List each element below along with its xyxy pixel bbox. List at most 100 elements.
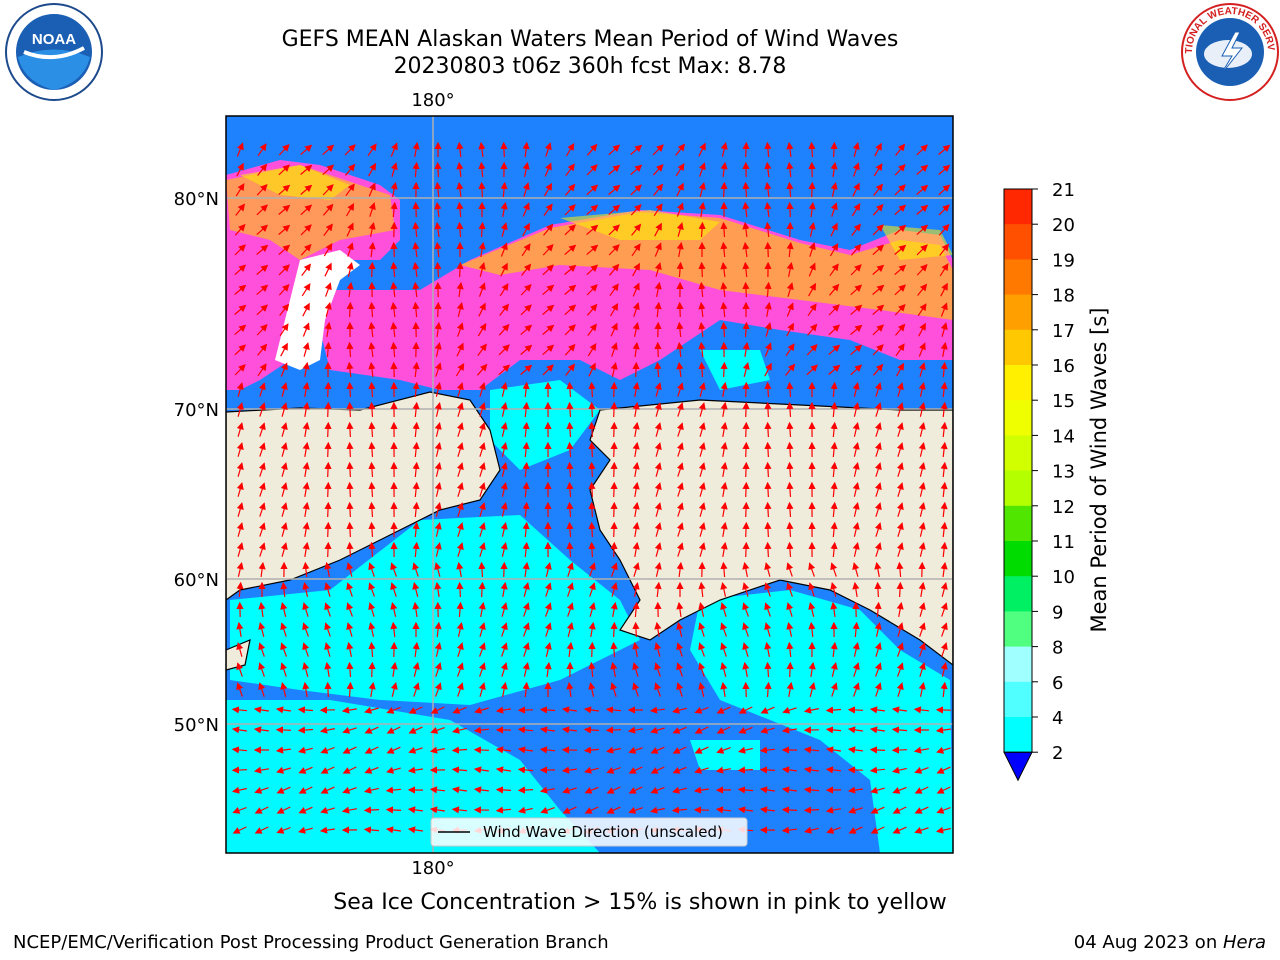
wave-direction-arrow [676,382,684,397]
colorbar-segment [1004,470,1032,507]
open-area [275,250,360,370]
wave-direction-arrow [786,441,794,458]
wave-direction-arrow [760,726,775,734]
wave-direction-arrow [499,283,509,297]
wave-direction-arrow [676,301,684,318]
wave-direction-arrow [764,362,772,377]
wave-direction-arrow [936,746,951,754]
wave-direction-arrow [872,324,884,336]
wave-direction-arrow [830,182,838,197]
wave-direction-arrow [874,422,882,437]
wave-direction-arrow [672,706,687,714]
wave-direction-arrow [588,641,596,658]
wave-direction-arrow [500,222,508,237]
wave-direction-arrow [830,222,838,237]
wave-direction-arrow [869,746,886,754]
wave-direction-arrow [297,706,314,714]
wave-direction-arrow [786,501,794,518]
wave-direction-arrow [698,502,706,517]
wave-direction-arrow [781,786,797,794]
colorbar-tick-label: 20 [1052,215,1075,236]
wave-direction-arrow [346,281,354,297]
wave-direction-arrow [610,421,618,438]
wave-direction-arrow [914,786,929,794]
wave-direction-arrow [522,182,530,197]
wave-direction-arrow [279,303,290,316]
wave-direction-arrow [940,662,948,677]
wave-direction-arrow [500,262,508,277]
wave-direction-arrow [606,806,621,814]
wave-direction-arrow [542,284,555,296]
wave-direction-arrow [698,422,706,437]
wave-direction-arrow [938,164,951,175]
wave-direction-arrow [654,581,662,598]
wave-direction-arrow [759,786,775,794]
wave-direction-arrow [872,224,884,236]
wave-direction-arrow [542,264,554,276]
sea-ice-caption: Sea Ice Concentration > 15% is shown in … [333,890,947,915]
wave-direction-arrow [319,726,336,734]
wave-direction-arrow [279,323,289,337]
wave-direction-arrow [434,342,442,357]
wave-direction-arrow [742,521,750,538]
wave-direction-arrow [456,181,464,197]
wave-direction-arrow [654,361,662,378]
wave-direction-arrow [698,142,706,157]
wave-direction-arrow [234,364,246,376]
wave-direction-arrow [300,184,313,195]
wave-direction-arrow [500,382,508,397]
wave-direction-arrow [412,241,420,257]
wave-direction-arrow [632,541,640,558]
wave-direction-arrow [566,582,574,597]
wave-direction-arrow [368,641,376,658]
wave-direction-arrow [368,441,376,458]
wave-direction-arrow [302,401,310,418]
wave-direction-arrow [234,264,247,276]
wave-direction-arrow [368,501,376,518]
wave-direction-arrow [698,182,706,197]
wave-direction-arrow [829,242,839,257]
wave-direction-arrow [302,322,310,337]
wave-direction-arrow [235,203,246,216]
wave-direction-arrow [302,642,310,657]
wave-direction-arrow [870,786,885,794]
wave-direction-arrow [850,364,863,376]
wave-direction-arrow [872,304,885,316]
wave-direction-arrow [495,706,511,714]
wave-direction-arrow [324,481,332,498]
wave-direction-arrow [694,766,709,774]
map-title: GEFS MEAN Alaskan Waters Mean Period of … [281,27,899,52]
wave-direction-arrow [764,602,772,617]
wave-direction-arrow [434,261,442,278]
wave-direction-arrow [236,621,244,637]
wave-direction-arrow [258,402,266,417]
wave-direction-arrow [720,441,728,458]
wave-direction-arrow [610,601,618,618]
wave-direction-arrow [759,806,775,814]
wave-direction-arrow [939,263,949,277]
wave-direction-arrow [940,642,948,657]
wave-direction-arrow [456,442,464,457]
wave-direction-arrow [874,402,882,417]
wave-direction-arrow [300,164,313,175]
wave-direction-arrow [630,144,643,155]
footer-host: Hera [1222,932,1266,953]
wave-direction-arrow [628,766,643,774]
wave-direction-arrow [456,581,464,598]
wave-direction-arrow [940,481,948,498]
wave-direction-arrow [256,264,269,275]
lon-label-bottom: 180° [411,858,454,879]
wave-direction-arrow [478,462,486,477]
wave-direction-arrow [543,223,554,236]
wave-direction-arrow [495,786,512,794]
wave-direction-arrow [742,461,750,478]
wave-direction-arrow [676,622,684,637]
wave-direction-arrow [297,726,314,734]
colorbar-tick-label: 11 [1052,532,1075,553]
wave-direction-arrow [609,263,620,276]
wave-direction-arrow [918,622,926,637]
wave-direction-arrow [715,806,732,814]
wave-direction-arrow [456,322,464,337]
wave-direction-arrow [346,541,354,558]
wave-direction-arrow [852,562,860,577]
